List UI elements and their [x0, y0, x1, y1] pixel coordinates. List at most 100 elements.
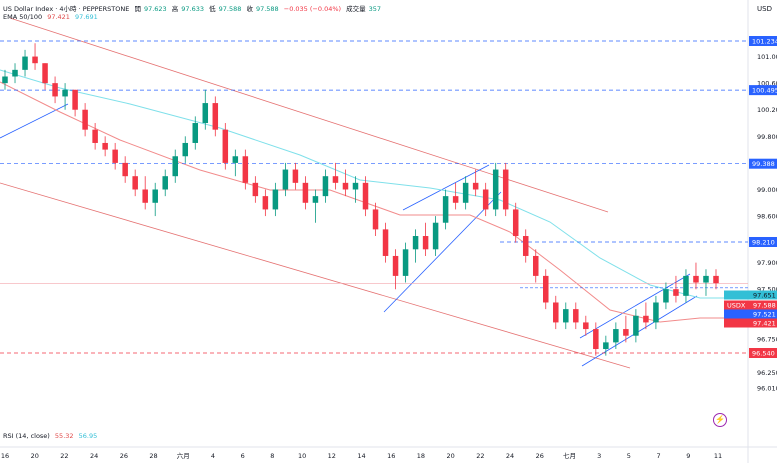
candle-body: [162, 176, 168, 190]
x-tick-label: 16: [387, 452, 395, 460]
high-value: 97.633: [181, 5, 205, 13]
rising-channel-lower: [581, 295, 698, 367]
level-tag: [749, 348, 777, 358]
candle-body: [553, 302, 559, 323]
volume-value: 357: [368, 5, 382, 13]
candle-body: [82, 109, 88, 130]
candle-body: [703, 275, 709, 283]
candle-body: [192, 123, 199, 143]
x-tick-label: 6: [241, 452, 245, 460]
high-label: 高: [171, 5, 179, 13]
y-tick-label: 101.000: [757, 53, 777, 61]
candle-body: [633, 315, 639, 336]
candle-body: [242, 156, 249, 183]
price-tag: [724, 309, 777, 319]
candle-body: [212, 103, 219, 130]
ema-legend[interactable]: EMA 50/100 97.421 97.691: [3, 13, 101, 21]
x-tick-label: 12: [328, 452, 336, 460]
candle-body: [62, 89, 68, 97]
price-tag-value: 97.588: [753, 302, 776, 310]
candle-body: [422, 236, 429, 250]
y-axis-title: USD: [757, 5, 772, 13]
candle-body: [42, 63, 48, 84]
candle-body: [683, 275, 689, 296]
candle-body: [573, 309, 579, 323]
candle-body: [673, 289, 679, 296]
candle-body: [653, 302, 659, 323]
candle-body: [92, 129, 98, 143]
candle-body: [512, 209, 519, 237]
candle-body: [262, 196, 269, 210]
price-tag: [724, 290, 777, 300]
rsi-value-b: 56.95: [78, 432, 98, 440]
candle-body: [22, 56, 28, 70]
y-tick-label: 98.600: [757, 213, 777, 221]
price-tag: [724, 300, 777, 310]
candle-body: [222, 129, 229, 163]
rsi-legend[interactable]: RSI (14, close) 55.32 56.95: [3, 432, 100, 440]
open-value: 97.623: [143, 5, 167, 13]
close-label: 收: [246, 5, 253, 13]
level-tag-label: 99.388: [752, 160, 775, 168]
candle-body: [172, 156, 178, 177]
level-tag: [749, 36, 777, 46]
price-tag-symbol: USDX: [727, 302, 746, 310]
x-tick-label: 26: [536, 452, 544, 460]
candle-body: [252, 182, 259, 197]
candle-body: [462, 182, 469, 203]
candle-body: [522, 236, 529, 256]
candle-body: [623, 329, 629, 336]
candle-body: [593, 329, 599, 350]
price-tag: [724, 318, 777, 328]
candle-body: [482, 189, 489, 210]
chart-header: US Dollar Index · 4小時 · PEPPERSTONE 開 97.…: [3, 3, 384, 13]
level-tag-label: 100.495: [752, 87, 777, 95]
price-tag-value: 97.421: [753, 320, 776, 328]
y-tick-label: 100.200: [757, 106, 777, 114]
wedge-upper-line: [402, 164, 490, 211]
x-tick-label: 7: [657, 452, 661, 460]
x-tick-label: 14: [357, 452, 365, 460]
candle-body: [382, 229, 389, 256]
rsi-value-a: 55.32: [54, 432, 74, 440]
channel-lower-line: [0, 182, 631, 369]
y-tick-label: 96.750: [757, 336, 777, 344]
x-tick-label: 18: [417, 452, 425, 460]
candle-body: [32, 56, 38, 64]
alert-icon[interactable]: ⚡: [713, 413, 727, 427]
candle-body: [102, 142, 108, 150]
candle-body: [332, 176, 339, 183]
price-tag-value: 97.521: [753, 311, 776, 319]
candle-body: [232, 156, 239, 163]
change-value: −0.035 (−0.04%): [283, 5, 342, 13]
rsi-label: RSI (14, close): [3, 432, 50, 440]
candle-body: [342, 182, 349, 190]
ema50-line: [0, 81, 745, 323]
candle-body: [372, 209, 379, 230]
x-tick-label: 5: [627, 452, 631, 460]
candle-body: [532, 255, 539, 276]
x-tick-label: 22: [476, 452, 484, 460]
candle-body: [302, 182, 309, 203]
level-tag-label: 101.234: [752, 38, 777, 46]
candle-body: [2, 76, 8, 84]
candle-body: [442, 196, 449, 223]
open-label: 開: [134, 5, 141, 13]
candle-body: [52, 83, 58, 97]
candle-body: [502, 169, 509, 210]
level-tag: [749, 236, 777, 247]
candle-body: [392, 255, 399, 276]
x-tick-label: 22: [60, 452, 68, 460]
x-tick-label: 28: [149, 452, 157, 460]
price-tag-value: 97.651: [753, 292, 776, 300]
ema100-line: [0, 69, 745, 299]
candle-body: [202, 103, 209, 124]
rising-channel-upper: [579, 273, 691, 339]
x-tick-label: 3: [597, 452, 601, 460]
trendline-left: [0, 103, 69, 139]
candle-body: [152, 189, 158, 203]
level-tag-label: 98.210: [752, 238, 775, 246]
candle-body: [122, 162, 128, 177]
candle-body: [282, 169, 289, 190]
